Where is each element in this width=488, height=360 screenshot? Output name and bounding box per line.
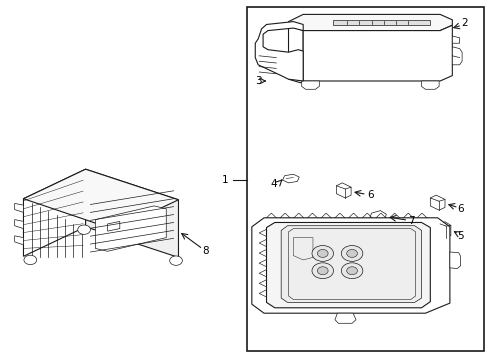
Polygon shape <box>288 14 451 31</box>
Polygon shape <box>107 221 120 231</box>
Polygon shape <box>368 211 386 222</box>
Polygon shape <box>23 169 85 256</box>
Polygon shape <box>301 81 319 89</box>
Text: 6: 6 <box>366 190 373 200</box>
Polygon shape <box>451 36 459 43</box>
Polygon shape <box>429 195 444 210</box>
Polygon shape <box>15 203 23 212</box>
Text: 4: 4 <box>270 179 277 189</box>
Polygon shape <box>266 222 429 308</box>
Polygon shape <box>255 22 303 81</box>
Polygon shape <box>282 174 299 183</box>
Circle shape <box>341 246 362 261</box>
Polygon shape <box>15 236 23 245</box>
Polygon shape <box>332 20 429 25</box>
Text: 5: 5 <box>456 231 463 241</box>
Text: 8: 8 <box>202 246 208 256</box>
Text: 7: 7 <box>407 216 414 226</box>
Polygon shape <box>281 226 421 302</box>
Circle shape <box>169 256 182 265</box>
Polygon shape <box>334 313 355 323</box>
Polygon shape <box>15 220 23 229</box>
Polygon shape <box>439 222 450 238</box>
Circle shape <box>346 249 357 257</box>
Circle shape <box>346 267 357 275</box>
Polygon shape <box>288 25 303 83</box>
Text: 2: 2 <box>460 18 467 28</box>
Text: 1: 1 <box>221 175 228 185</box>
Polygon shape <box>23 169 178 230</box>
Text: 3: 3 <box>254 76 261 86</box>
Polygon shape <box>449 252 460 269</box>
Circle shape <box>24 255 37 265</box>
Circle shape <box>78 225 90 234</box>
Circle shape <box>317 267 327 275</box>
Polygon shape <box>336 183 350 198</box>
Polygon shape <box>421 81 438 89</box>
Polygon shape <box>251 218 449 313</box>
Circle shape <box>341 263 362 279</box>
Polygon shape <box>451 47 461 65</box>
Circle shape <box>311 246 333 261</box>
Polygon shape <box>85 169 178 257</box>
Bar <box>246 7 483 351</box>
Circle shape <box>311 263 333 279</box>
Polygon shape <box>95 206 166 251</box>
Text: 6: 6 <box>456 204 463 214</box>
Polygon shape <box>303 25 451 81</box>
Circle shape <box>317 249 327 257</box>
